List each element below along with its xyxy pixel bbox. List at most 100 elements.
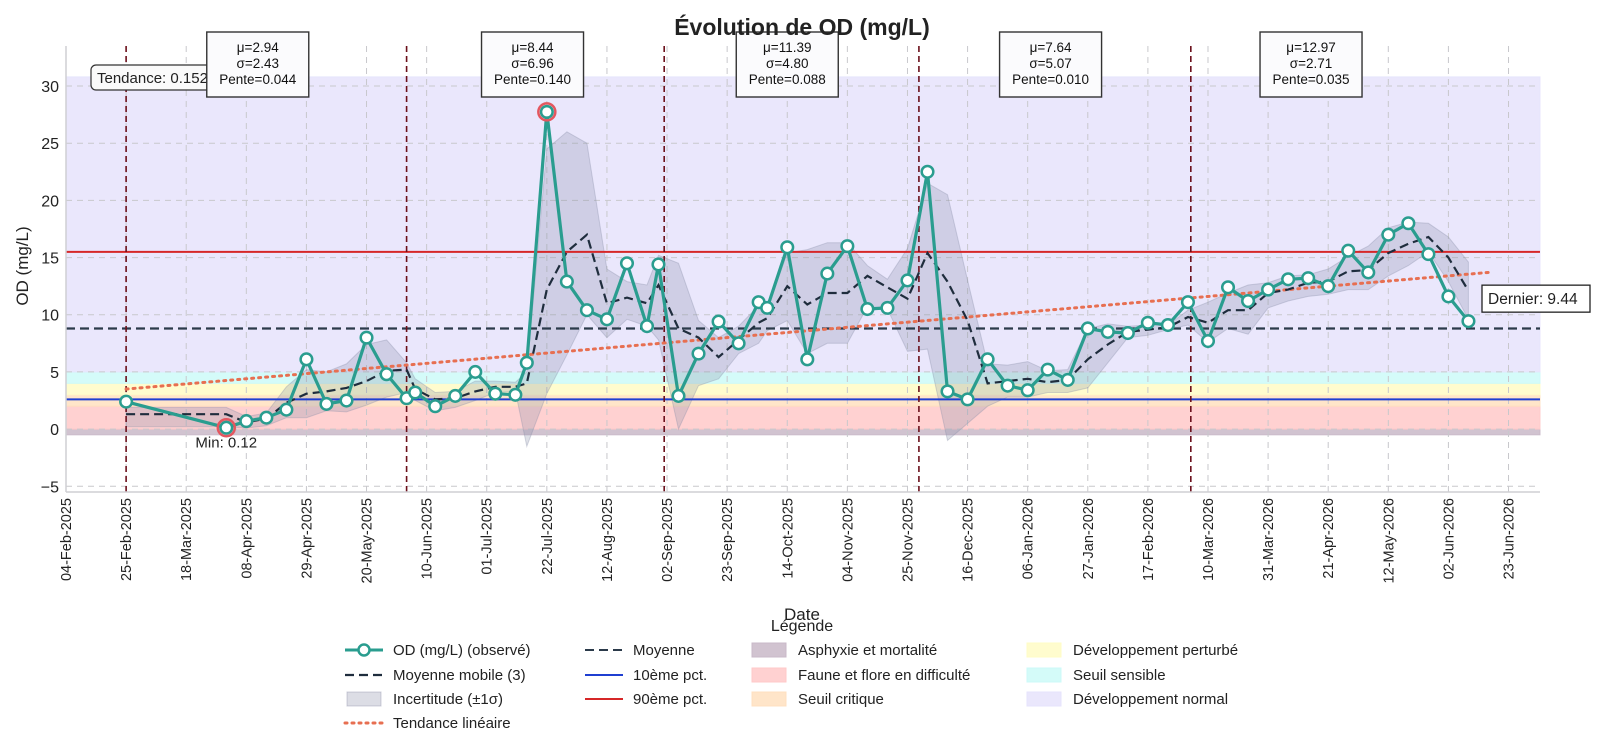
data-point-3 <box>259 410 274 425</box>
data-point-14 <box>468 364 483 379</box>
period-slope: Pente=0.088 <box>749 72 826 87</box>
data-point-60 <box>1361 265 1376 280</box>
legend-entry-6: 90ème pct. <box>585 691 707 708</box>
legend-label: OD (mg/L) (observé) <box>393 642 531 659</box>
data-point-42 <box>1000 378 1015 393</box>
period-stats-box <box>735 31 839 98</box>
y-tick-label-0: −5 <box>41 479 59 496</box>
legend-entry-9: Seuil critique <box>751 691 884 708</box>
data-point-62 <box>1401 216 1416 231</box>
data-point-33 <box>820 266 835 281</box>
legend: Légende OD (mg/L) (observé) Moyenne mobil… <box>343 618 1238 732</box>
x-tick-label-24: 23-Jun-2026 <box>1502 498 1518 579</box>
legend-title: Légende <box>771 618 833 635</box>
legend-entry-12: Développement normal <box>1026 691 1228 708</box>
period-std: σ=2.43 <box>237 56 280 71</box>
x-tick-label-1: 25-Feb-2025 <box>119 498 135 581</box>
period-stats-box <box>480 31 585 98</box>
data-point-56 <box>1281 272 1296 287</box>
data-point-43 <box>1020 383 1035 398</box>
x-tick-label-16: 06-Jan-2026 <box>1021 498 1037 579</box>
y-tick-label-2: 5 <box>50 365 59 382</box>
period-mean: μ=7.64 <box>1030 40 1072 55</box>
x-tick-label-8: 22-Jul-2025 <box>540 498 556 575</box>
legend-entry-0: OD (mg/L) (observé) <box>345 642 531 659</box>
period-std: σ=5.07 <box>1029 56 1072 71</box>
x-tick-label-15: 16-Dec-2025 <box>961 498 977 582</box>
x-tick-label-7: 01-Jul-2025 <box>480 498 496 575</box>
legend-label: Seuil sensible <box>1073 667 1166 684</box>
x-tick-label-14: 25-Nov-2025 <box>901 498 917 582</box>
legend-label: Moyenne mobile (3) <box>393 667 526 684</box>
legend-swatch-band <box>751 691 787 707</box>
data-point-1 <box>219 420 234 435</box>
min-marker <box>216 417 237 438</box>
legend-label: Incertitude (±1σ) <box>393 691 503 708</box>
min-annotation: Min: 0.12 <box>195 435 257 452</box>
x-tick-label-10: 02-Sep-2025 <box>660 498 676 582</box>
period-stats-box <box>998 31 1103 98</box>
y-tick-label-4: 15 <box>41 251 59 268</box>
data-point-55 <box>1261 282 1276 297</box>
period-std: σ=2.71 <box>1290 56 1333 71</box>
legend-entry-2: Incertitude (±1σ) <box>346 691 503 708</box>
x-tick-label-9: 12-Aug-2025 <box>600 498 616 582</box>
legend-swatch-band <box>1026 642 1062 658</box>
data-point-59 <box>1341 243 1356 258</box>
period-std: σ=6.96 <box>511 56 554 71</box>
data-point-17 <box>519 355 534 370</box>
data-point-4 <box>279 402 294 417</box>
data-point-45 <box>1060 372 1075 387</box>
period-slope: Pente=0.010 <box>1012 72 1089 87</box>
y-tick-label-6: 25 <box>41 136 59 153</box>
data-point-57 <box>1301 271 1316 286</box>
period-mean: μ=12.97 <box>1286 40 1335 55</box>
x-tick-label-0: 04-Feb-2025 <box>59 498 75 581</box>
legend-label: Développement normal <box>1073 691 1228 708</box>
data-point-54 <box>1241 293 1256 309</box>
data-point-38 <box>920 164 935 179</box>
data-point-28 <box>731 336 746 351</box>
legend-entry-5: 10ème pct. <box>585 667 707 684</box>
data-point-51 <box>1180 295 1196 310</box>
period-slope: Pente=0.044 <box>219 72 296 87</box>
period-dividers-layer <box>125 46 1192 492</box>
x-tick-label-4: 29-Apr-2025 <box>299 498 315 579</box>
y-tick-label-5: 20 <box>41 193 59 210</box>
x-tick-label-11: 23-Sep-2025 <box>720 498 736 582</box>
data-point-5 <box>299 352 314 367</box>
legend-label: Asphyxie et mortalité <box>798 642 937 659</box>
data-point-0 <box>119 394 134 409</box>
data-point-61 <box>1381 227 1396 242</box>
y-axis-label: OD (mg/L) <box>13 226 32 305</box>
period-stats-box <box>206 31 310 98</box>
x-tick-label-19: 10-Mar-2026 <box>1201 498 1217 581</box>
axes-layer: −5 0 5 10 15 20 25 30 04-Feb-2025 25-Feb-2025 18-M… <box>41 46 1540 583</box>
legend-entry-3: Tendance linéaire <box>343 715 511 732</box>
data-point-7 <box>339 393 354 408</box>
data-point-49 <box>1140 315 1155 330</box>
data-point-9 <box>379 367 394 382</box>
period-slope: Pente=0.140 <box>494 72 571 87</box>
period-mean: μ=11.39 <box>763 40 811 55</box>
max-marker <box>537 102 557 122</box>
y-tick-label-7: 30 <box>41 79 59 96</box>
data-point-50 <box>1160 317 1175 333</box>
legend-label: Tendance linéaire <box>393 715 511 732</box>
legend-swatch-uncertainty <box>346 691 382 707</box>
legend-label: Moyenne <box>633 642 695 659</box>
last-value-box <box>1481 284 1591 313</box>
data-point-48 <box>1120 325 1135 341</box>
y-tick-label-3: 10 <box>41 308 59 325</box>
data-point-20 <box>579 303 594 318</box>
legend-label: 10ème pct. <box>633 667 707 684</box>
data-point-36 <box>880 300 895 315</box>
data-point-34 <box>840 239 855 254</box>
legend-label: 90ème pct. <box>633 691 707 708</box>
x-tick-label-13: 04-Nov-2025 <box>840 498 856 582</box>
x-tick-label-12: 14-Oct-2025 <box>780 498 796 579</box>
data-point-65 <box>1461 314 1476 329</box>
x-tick-label-2: 18-Mar-2025 <box>179 498 195 581</box>
